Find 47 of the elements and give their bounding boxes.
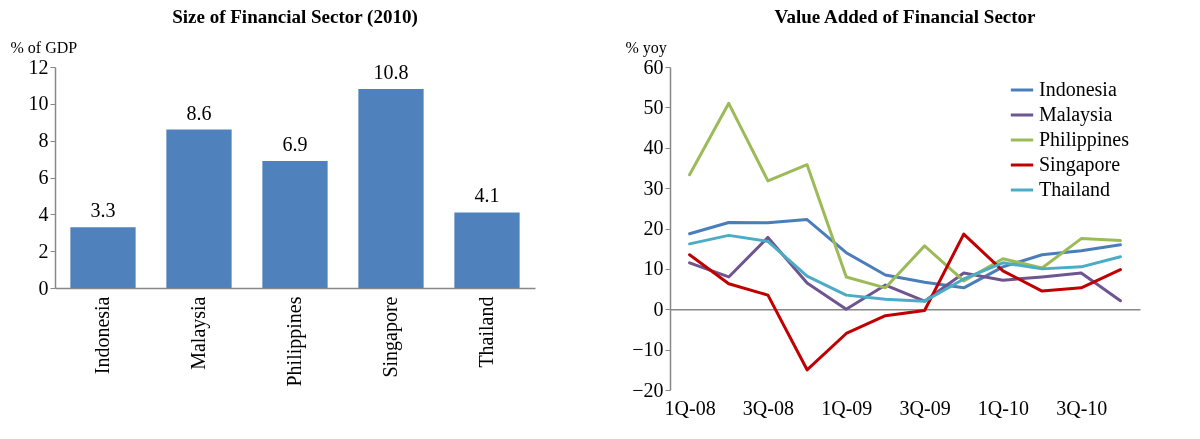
x-tick-label: 1Q-10 [977,396,1029,419]
data-label: 3.3 [90,199,116,222]
y-tick-label: 6 [38,166,49,188]
x-tick-label: Thailand [475,296,497,368]
y-tick-label: 8 [38,129,49,152]
x-tick-label: 1Q-09 [821,396,873,419]
y-tick-label: −10 [632,338,664,361]
x-tick-label: 1Q-08 [664,396,716,419]
x-tick-label: 3Q-10 [1056,396,1108,419]
y-tick-label: 30 [643,176,664,199]
y-tick-label: 10 [28,92,49,115]
y-tick-label: 10 [643,257,664,280]
legend-label: Singapore [1039,153,1121,176]
bar [166,129,232,288]
chart-title: Value Added of Financial Sector [774,6,1037,27]
x-tick-label: 3Q-09 [899,396,951,419]
y-tick-label: 2 [38,239,49,262]
data-label: 4.1 [474,184,500,207]
y-tick-label: 40 [643,136,664,159]
line-series [688,218,1122,290]
data-label: 6.9 [282,132,308,155]
y-tick-label: 0 [38,276,49,299]
x-tick-label: Philippines [283,296,306,387]
chart-title: Size of Financial Sector (2010) [172,6,418,28]
legend-label: Thailand [1039,178,1111,200]
bar [454,212,520,288]
x-tick-label: Indonesia [91,296,113,375]
y-tick-label: −20 [632,378,664,401]
y-tick-label: 12 [28,55,49,78]
bar [70,227,136,288]
x-tick-label: Malaysia [187,296,210,370]
legend-label: Indonesia [1039,78,1117,100]
bar [358,89,424,288]
legend-label: Malaysia [1039,103,1113,126]
y-axis-title: % yoy [625,38,667,57]
data-label: 8.6 [186,101,212,124]
y-tick-label: 20 [643,217,664,239]
data-label: 10.8 [373,61,409,84]
y-axis-title: % of GDP [10,38,78,56]
y-tick-label: 0 [653,297,664,320]
legend-label: Philippines [1039,128,1130,151]
y-tick-label: 50 [643,95,664,118]
y-tick-label: 4 [38,202,49,225]
x-tick-label: 3Q-08 [742,396,794,419]
bar [262,160,328,288]
line-series [688,232,1122,372]
x-tick-label: Singapore [379,296,402,378]
